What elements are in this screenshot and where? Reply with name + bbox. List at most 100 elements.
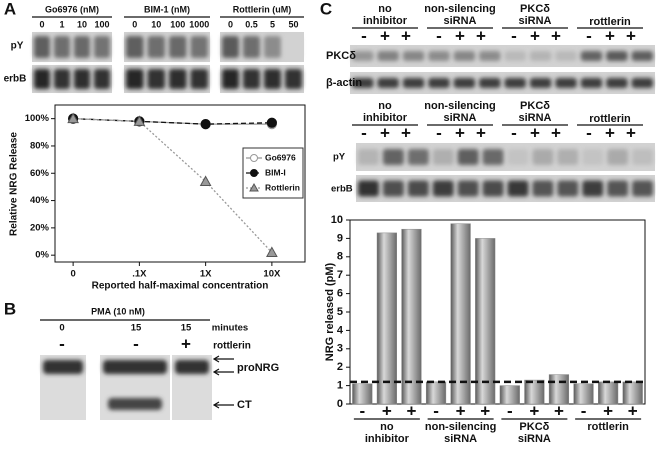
legend-marker [249,182,259,192]
arrow [212,355,234,363]
marker [266,246,278,257]
panel-label: C [320,0,332,18]
blot-band [74,69,90,89]
band-label: CT [237,399,252,411]
sign-label: - [511,26,517,45]
group-label: siRNA [518,433,551,445]
blot-band [607,180,629,197]
blot-band [453,78,476,88]
sign-label: + [455,123,465,142]
y-tick-label: 5 [337,306,343,318]
group-label: no [378,100,392,112]
blot-band [457,180,479,197]
time-label: 0 [59,323,64,334]
sign-label: - [361,26,367,45]
blot-band [352,78,374,88]
blot-band [432,180,454,197]
bar [524,379,545,405]
marker [133,115,146,126]
sign-label: - [436,123,442,142]
blot-band [457,149,479,165]
group-label: inhibitor [365,433,410,445]
blot-band [352,51,374,61]
x-tick-label: - [433,401,439,420]
blot-band [285,36,302,58]
x-tick-label: - [507,401,513,420]
lane-label: 0 [39,19,44,29]
group-label: no [378,3,392,15]
panel-label: B [4,299,16,318]
y-tick-label: 1 [337,380,343,392]
bar [425,381,447,405]
x-tick-label: .1X [132,269,147,280]
blot [356,175,655,202]
bar [499,385,520,405]
blot-band [94,69,110,89]
blot-band [504,78,526,88]
marker [67,112,79,124]
blot-band [103,360,167,374]
group-label: PKCδ [520,3,550,15]
y-tick-label: 8 [337,251,343,263]
sign-label: + [181,334,191,353]
row-label: erbB [331,184,353,195]
sign-label: - [133,334,139,353]
x-axis-title: Reported half-maximal concentration [92,281,269,292]
panel-label: A [4,0,16,18]
x-tick-label: + [406,401,416,420]
marker [199,175,212,186]
inhibitor-label: rottlerin [213,341,251,352]
x-tick-label: + [382,401,392,420]
blot-band [555,51,577,61]
legend-label: Go6976 [265,152,296,162]
blot-band [358,180,379,197]
blot-band [402,78,425,88]
blot-band [557,149,579,165]
x-tick-label: + [628,401,638,420]
marker [266,117,277,128]
y-tick-label: 9 [337,232,343,244]
blot-band [482,180,504,197]
blot-band [557,180,579,197]
x-tick-label: - [581,401,587,420]
blot-band [190,69,208,89]
blot-band [428,51,450,61]
bar [573,383,594,405]
blot-band [34,69,50,89]
x-tick-label: 0 [70,269,75,280]
y-tick-label: 0 [337,398,343,410]
lane-label: 100 [94,19,109,29]
sign-label: - [361,123,367,142]
y-tick-label: 100% [25,113,50,124]
blot-band [532,180,554,197]
x-tick-label: + [456,401,466,420]
blot-band [432,149,454,165]
sign-label: + [626,26,636,45]
blot-band [169,36,187,58]
group-label: non-silencing [424,3,496,15]
sign-label: + [551,123,561,142]
group-label: inhibitor [363,112,408,124]
legend-label: Rottlerin [265,182,300,192]
bar [401,228,422,405]
blot-band [580,78,603,88]
group-label: siRNA [443,15,476,27]
y-tick-label: 4 [337,324,344,336]
y-tick-label: 6 [337,288,343,300]
blot-band [264,69,281,89]
blot-band [428,78,450,88]
row-label: pY [333,152,346,163]
x-tick-label: 10X [263,269,281,280]
x-tick-label: + [529,401,539,420]
bar [376,232,397,405]
lane-label: 1000 [189,19,209,29]
y-axis-title: NRG released (pM) [324,262,336,361]
group-label: rottlerin [589,113,631,125]
blot-band [479,78,501,88]
sign-label: + [401,26,411,45]
x-tick-label: + [480,401,490,420]
blot-band [169,69,187,89]
blot-band [382,149,404,165]
bar [352,383,373,405]
plot-frame [54,104,306,263]
